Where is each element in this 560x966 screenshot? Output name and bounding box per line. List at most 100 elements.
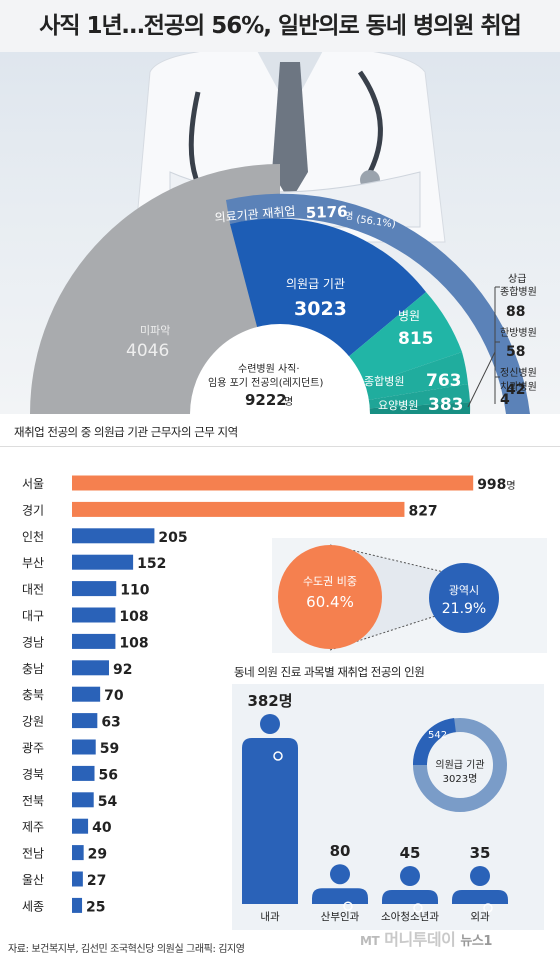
region-bar bbox=[72, 501, 405, 517]
doctor-bar bbox=[452, 890, 508, 904]
region-bar bbox=[72, 845, 84, 861]
stethoscope-icon bbox=[273, 751, 283, 761]
dept-heading: 동네 의원 진료 과목별 재취업 전공의 인원 bbox=[234, 665, 425, 679]
region-bar bbox=[72, 528, 155, 544]
unknown-label: 미파악 bbox=[140, 324, 170, 337]
dental-label: 치과병원 bbox=[500, 381, 537, 393]
logo-sub: 뉴스1 bbox=[460, 934, 492, 949]
center-disc bbox=[190, 324, 370, 414]
region-label: 경기 bbox=[22, 503, 44, 517]
region-bar bbox=[72, 739, 96, 755]
doctor-head bbox=[260, 714, 280, 734]
logo-mt: MT bbox=[360, 934, 380, 948]
dept-label: 산부인과 bbox=[321, 911, 360, 923]
oriental-label: 한방병원 bbox=[500, 327, 537, 339]
reemployed-ring bbox=[226, 193, 530, 414]
tertiary-label-1: 상급 bbox=[508, 273, 526, 285]
general-value: 763 bbox=[426, 371, 462, 391]
region-bar bbox=[72, 475, 474, 491]
metro-circle bbox=[429, 563, 499, 633]
region-bar bbox=[72, 607, 116, 623]
region-value: 56 bbox=[99, 767, 118, 783]
region-bar bbox=[72, 554, 134, 570]
region-label: 세종 bbox=[22, 899, 44, 913]
hero-svg: 의료기관 재취업 5176 명 (56.1%) 미파악 4046 의원급 기관 … bbox=[30, 52, 537, 414]
reemployed-pct: (56.1%) bbox=[356, 214, 397, 230]
region-label: 인천 bbox=[22, 529, 44, 544]
region-label: 경남 bbox=[22, 635, 44, 649]
region-bar bbox=[72, 871, 83, 887]
doctor-bar bbox=[382, 890, 438, 904]
region-value: 152 bbox=[137, 556, 166, 572]
region-label: 대구 bbox=[22, 609, 44, 623]
donut-value: 542 bbox=[428, 730, 447, 741]
region-bar bbox=[72, 818, 89, 834]
region-label: 광주 bbox=[22, 741, 44, 755]
stethoscope-icon bbox=[483, 903, 493, 913]
region-label: 서울 bbox=[22, 477, 44, 491]
region-value: 998명 bbox=[477, 477, 515, 493]
region-label: 울산 bbox=[22, 873, 44, 887]
region-value: 29 bbox=[88, 847, 107, 863]
dept-value: 80 bbox=[330, 842, 351, 860]
hospital-label: 병원 bbox=[398, 309, 420, 323]
divider bbox=[0, 446, 560, 447]
publisher-logo: MT 머니투데이 뉴스1 bbox=[360, 926, 492, 950]
center-unit: 명 bbox=[284, 396, 293, 408]
clinic-donut: 542 의원급 기관 3023명 bbox=[412, 718, 507, 812]
region-label: 강원 bbox=[22, 715, 44, 729]
donut-highlight bbox=[412, 718, 457, 766]
donut-label: 의원급 기관 bbox=[435, 759, 484, 771]
region-label: 전북 bbox=[22, 794, 44, 808]
region-value: 827 bbox=[408, 503, 437, 519]
region-bar bbox=[72, 765, 95, 781]
oriental-value: 58 bbox=[506, 344, 525, 360]
capital-value: 60.4% bbox=[306, 593, 354, 611]
region-bar bbox=[72, 792, 94, 808]
reemployed-value: 5176 bbox=[306, 203, 348, 222]
doctor-head bbox=[400, 866, 420, 886]
doctor-bar bbox=[242, 738, 298, 904]
reemployed-unit: 명 bbox=[345, 211, 353, 222]
metro-value: 21.9% bbox=[442, 601, 486, 617]
capital-label: 수도권 비중 bbox=[303, 575, 357, 588]
nursing-label: 요양병원 bbox=[378, 399, 418, 412]
capital-circle bbox=[278, 545, 382, 649]
metro-label: 광역시 bbox=[449, 584, 479, 597]
region-value: 108 bbox=[119, 609, 148, 625]
region-label: 대전 bbox=[22, 583, 44, 597]
tie-icon bbox=[272, 62, 308, 202]
region-value: 92 bbox=[113, 662, 132, 678]
clinic-value: 3023 bbox=[294, 298, 347, 320]
doctor-head bbox=[470, 866, 490, 886]
dept-label: 소아청소년과 bbox=[381, 911, 439, 923]
dept-label: 내과 bbox=[260, 911, 280, 923]
nursing-value: 383 bbox=[428, 395, 464, 414]
clinic-label: 의원급 기관 bbox=[286, 277, 345, 291]
doctor-bar bbox=[312, 888, 368, 904]
center-value: 9222 bbox=[245, 391, 287, 409]
region-bar bbox=[72, 897, 83, 913]
region-bar bbox=[72, 686, 101, 702]
region-value: 110 bbox=[120, 583, 149, 599]
region-bar bbox=[72, 633, 116, 649]
source-footer: 자료: 보건복지부, 김선민 조국혁신당 의원실 그래픽: 김지영 bbox=[8, 944, 245, 955]
region-value: 54 bbox=[98, 794, 118, 810]
doctor-head bbox=[330, 864, 350, 885]
region-value: 25 bbox=[86, 899, 105, 915]
region-value: 59 bbox=[100, 741, 119, 757]
region-value: 63 bbox=[101, 715, 120, 731]
region-bar bbox=[72, 581, 117, 597]
region-value: 70 bbox=[104, 688, 124, 704]
region-value: 205 bbox=[158, 530, 187, 546]
dept-value: 382명 bbox=[247, 692, 292, 710]
unknown-value: 4046 bbox=[126, 341, 169, 361]
page-title: 사직 1년…전공의 56%, 일반의로 동네 병의원 취업 bbox=[0, 0, 560, 52]
region-value: 40 bbox=[92, 820, 112, 836]
stethoscope-icon bbox=[413, 903, 423, 913]
region-label: 부산 bbox=[22, 556, 44, 570]
center-label-1: 수련병원 사직· bbox=[238, 363, 300, 375]
